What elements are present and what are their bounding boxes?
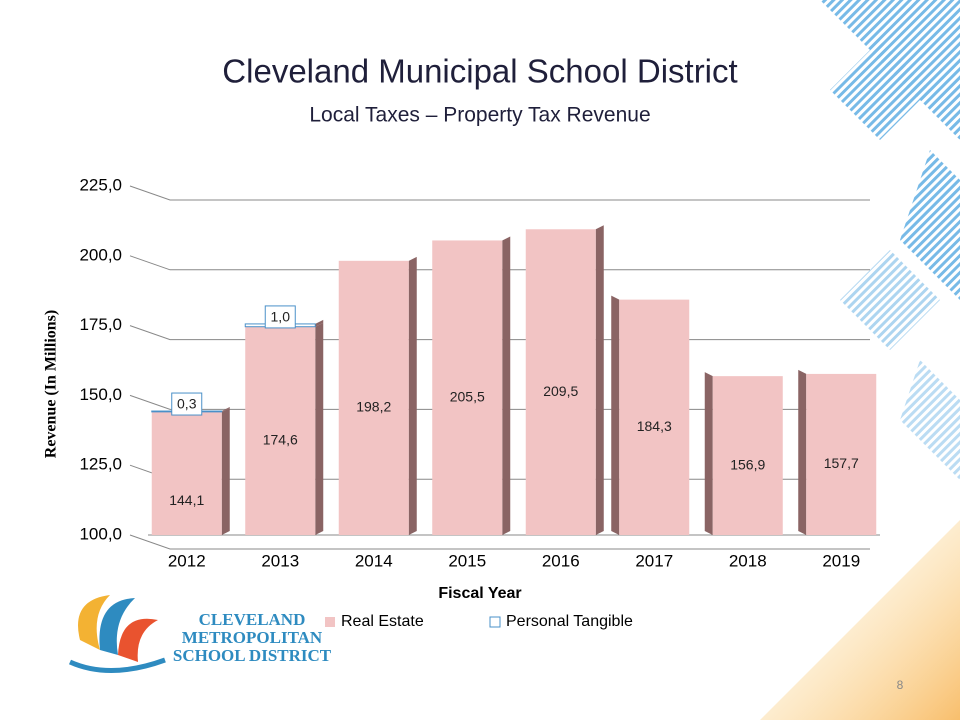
y-tick-label: 150,0	[79, 385, 122, 404]
bar-side	[221, 407, 230, 412]
y-axis-label: Revenue (In Millions)	[43, 310, 60, 458]
bar	[151, 411, 222, 535]
y-tick-label: 100,0	[79, 524, 122, 543]
bar-side	[221, 407, 230, 535]
y-tick-label: 125,0	[79, 455, 122, 474]
x-tick-label: 2013	[261, 551, 299, 570]
logo-text: METROPOLITAN	[182, 628, 323, 647]
value-label: 144,1	[169, 492, 204, 508]
bar	[338, 260, 409, 535]
decoration	[760, 0, 960, 720]
bar-side	[798, 369, 807, 535]
bar-side	[315, 322, 324, 535]
logo-text: SCHOOL DISTRICT	[173, 646, 332, 665]
y-tick-label: 200,0	[79, 245, 122, 264]
value-label: 174,6	[263, 432, 298, 448]
legend-label: Personal Tangible	[506, 613, 633, 630]
bar	[806, 373, 877, 535]
x-tick-label: 2014	[355, 551, 393, 570]
bar-side	[408, 256, 417, 535]
title: Cleveland Municipal School District	[222, 53, 737, 90]
page-number: 8	[897, 678, 904, 692]
legend-label: Real Estate	[341, 613, 424, 630]
value-label-box	[171, 392, 203, 416]
x-axis-label: Fiscal Year	[438, 585, 521, 602]
value-label: 1,0	[271, 309, 291, 325]
grid-line	[129, 255, 870, 271]
x-tick-label: 2015	[448, 551, 486, 570]
bar-side	[611, 295, 620, 535]
grid-line	[129, 185, 870, 201]
bar-side	[315, 319, 324, 327]
bar-side	[595, 225, 604, 535]
x-tick-label: 2019	[822, 551, 860, 570]
value-label: 205,5	[450, 388, 485, 404]
value-label: 209,5	[543, 383, 578, 399]
value-label: 157,7	[824, 455, 859, 471]
bar	[712, 376, 783, 535]
subtitle: Local Taxes – Property Tax Revenue	[309, 104, 650, 127]
bar	[619, 299, 690, 535]
grid-line	[129, 534, 870, 550]
value-label: 198,2	[356, 399, 391, 415]
y-tick-label: 225,0	[79, 175, 122, 194]
logo-text: CLEVELAND	[199, 610, 306, 629]
y-tick-label: 175,0	[79, 315, 122, 334]
bar	[245, 326, 316, 535]
bar	[432, 240, 503, 535]
bar-side	[502, 236, 511, 535]
bar	[525, 229, 596, 535]
bar-side	[704, 372, 713, 535]
legend-swatch	[489, 616, 501, 628]
value-label-box	[264, 305, 296, 329]
x-tick-label: 2016	[542, 551, 580, 570]
x-tick-label: 2017	[635, 551, 673, 570]
legend-swatch	[325, 617, 335, 627]
logo: CLEVELAND METROPOLITAN SCHOOL DISTRICT	[68, 595, 332, 673]
value-label: 0,3	[177, 396, 197, 412]
value-label: 156,9	[730, 456, 765, 472]
x-tick-label: 2018	[729, 551, 767, 570]
x-tick-label: 2012	[168, 551, 206, 570]
value-label: 184,3	[637, 418, 672, 434]
